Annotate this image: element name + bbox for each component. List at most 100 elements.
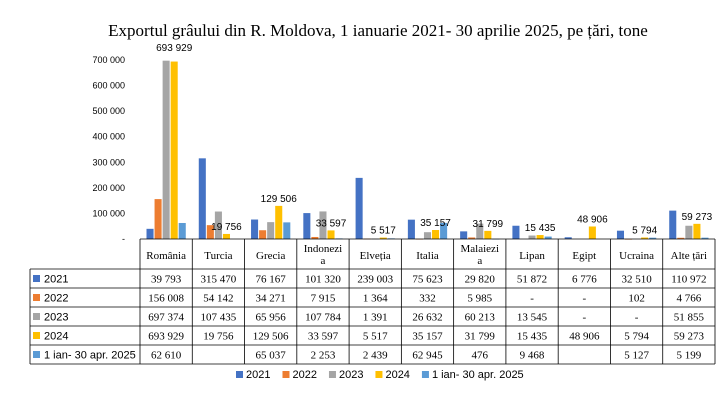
- table-cell: 5 199: [676, 350, 701, 362]
- bar-2024: [275, 205, 283, 239]
- table-cell: 4 766: [676, 293, 701, 305]
- bar-1-ian-30-apr-2025: [178, 222, 186, 239]
- data-label: 35 157: [420, 218, 451, 229]
- bar-2024: [693, 223, 701, 239]
- table-cell: 239 003: [357, 274, 393, 286]
- table-cell: 5 985: [467, 293, 492, 305]
- bar-2024: [222, 233, 230, 239]
- table-cell: 101 320: [305, 274, 341, 286]
- data-label: 59 273: [682, 212, 713, 223]
- data-label: 693 929: [156, 43, 193, 54]
- data-label: 5 794: [632, 226, 657, 237]
- bar-2022: [677, 237, 685, 239]
- y-tick-label: 600 000: [92, 81, 125, 91]
- bar-1-ian-30-apr-2025: [440, 222, 448, 239]
- table-cell: -: [582, 293, 586, 305]
- legend-label: 2023: [339, 369, 363, 381]
- data-label: 19 756: [211, 222, 242, 233]
- table-cell: -: [635, 312, 639, 324]
- bar-2024: [536, 235, 544, 239]
- row-label: 2023: [44, 312, 68, 324]
- table-cell: 32 510: [621, 274, 652, 286]
- category-label: Ucraina: [619, 250, 654, 262]
- legend-label: 2021: [246, 369, 270, 381]
- table-cell: 19 756: [203, 331, 234, 343]
- table-cell: 60 213: [465, 312, 496, 324]
- table-cell: 33 597: [308, 331, 339, 343]
- row-legend-key: [33, 313, 40, 320]
- table-cell: 156 008: [148, 293, 184, 305]
- table-cell: 35 157: [412, 331, 443, 343]
- category-label: România: [146, 250, 186, 262]
- category-label: Malaiezi: [461, 243, 499, 255]
- table-cell: 75 623: [412, 274, 443, 286]
- table-cell: 65 956: [256, 312, 287, 324]
- table-cell: 31 799: [465, 331, 496, 343]
- table-cell: 51 855: [674, 312, 705, 324]
- legend-key: [282, 371, 290, 378]
- bar-2023: [267, 222, 275, 239]
- table-cell: 51 872: [517, 274, 547, 286]
- data-label: 15 435: [525, 223, 556, 234]
- table-cell: 476: [472, 350, 489, 362]
- chart-title: Exportul grâului din R. Moldova, 1 ianua…: [108, 21, 648, 40]
- data-label: 48 906: [577, 214, 608, 225]
- category-label: Egipt: [572, 250, 596, 262]
- table-cell: 102: [628, 293, 645, 305]
- row-label: 2021: [44, 274, 68, 286]
- table-cell: 62 945: [412, 350, 443, 362]
- table-cell: 48 906: [569, 331, 600, 343]
- table-cell: 65 037: [256, 350, 287, 362]
- legend-key: [421, 371, 429, 378]
- bar-2024: [432, 230, 440, 239]
- table-cell: 2 439: [363, 350, 388, 362]
- table-cell: 29 820: [465, 274, 496, 286]
- bar-2021: [355, 177, 363, 239]
- y-tick-label: 400 000: [92, 132, 125, 142]
- row-label: 2022: [44, 293, 68, 305]
- table-cell: 1 391: [363, 312, 388, 324]
- bar-2022: [311, 236, 319, 239]
- table-cell: 59 273: [674, 331, 705, 343]
- bar-2021: [303, 213, 311, 239]
- category-label: Italia: [416, 250, 439, 262]
- bar-2023: [423, 232, 432, 239]
- bar-2024: [327, 230, 335, 239]
- bar-2023: [162, 60, 170, 239]
- y-tick-label: 700 000: [92, 55, 125, 65]
- table-cell: 110 972: [671, 274, 706, 286]
- bar-2023: [214, 211, 222, 239]
- table-cell: 39 793: [151, 274, 182, 286]
- table-cell: 5 517: [363, 331, 388, 343]
- category-label: Turcia: [204, 250, 232, 262]
- bar-2023: [319, 211, 327, 239]
- bar-2024: [588, 226, 596, 239]
- table-cell: 107 435: [201, 312, 237, 324]
- category-label: a: [321, 255, 326, 267]
- table-cell: -: [582, 312, 586, 324]
- legend-key: [375, 371, 383, 378]
- table-cell: 315 470: [201, 274, 237, 286]
- table-cell: 6 776: [572, 274, 597, 286]
- row-legend-key: [33, 294, 40, 301]
- bar-2021: [407, 219, 415, 239]
- table-cell: 9 468: [520, 350, 545, 362]
- bar-2023: [528, 235, 536, 239]
- row-legend-key: [33, 332, 40, 339]
- legend-key: [236, 371, 243, 378]
- category-label: Alte țări: [671, 250, 707, 262]
- bar-2021: [251, 219, 259, 239]
- row-label: 2024: [44, 331, 68, 343]
- table-cell: 5 794: [624, 331, 649, 343]
- table-cell: 26 632: [412, 312, 442, 324]
- y-tick-label: 300 000: [92, 157, 125, 167]
- table-cell: -: [530, 293, 534, 305]
- bar-2021: [146, 228, 154, 239]
- bar-1-ian-30-apr-2025: [544, 236, 552, 239]
- bar-2024: [641, 237, 649, 239]
- data-label: 31 799: [473, 219, 504, 230]
- bar-2021: [198, 158, 206, 239]
- bar-1-ian-30-apr-2025: [283, 222, 291, 239]
- bar-2021: [460, 231, 468, 239]
